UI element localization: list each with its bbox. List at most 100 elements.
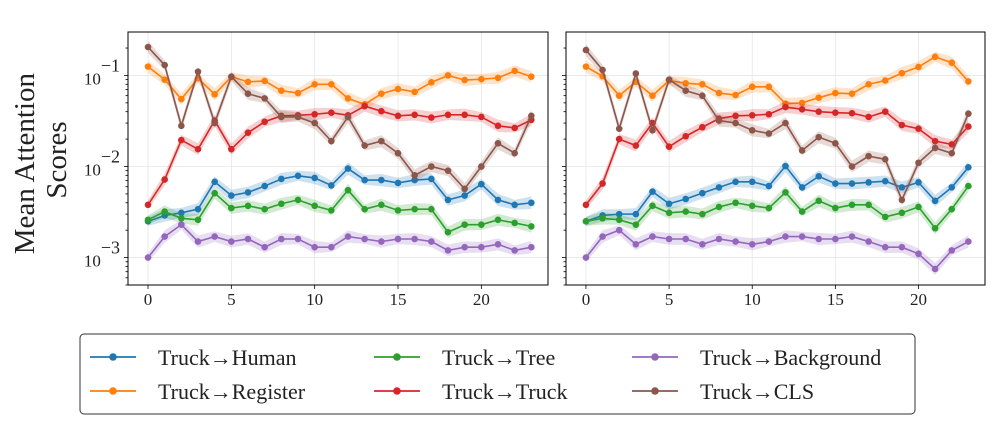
data-point <box>615 125 623 133</box>
data-point <box>294 89 302 97</box>
data-point <box>511 124 518 132</box>
data-point <box>161 176 168 183</box>
data-point <box>311 243 318 251</box>
data-point <box>361 142 368 149</box>
data-point <box>211 178 218 186</box>
data-point <box>211 189 218 197</box>
series-2 <box>582 51 972 110</box>
data-point <box>494 74 502 82</box>
data-point <box>865 113 872 121</box>
data-point <box>715 184 723 191</box>
x-tick-label: 5 <box>227 290 236 309</box>
confidence-band <box>585 100 969 210</box>
data-point <box>178 209 185 217</box>
data-point <box>144 43 152 51</box>
data-point <box>848 163 856 170</box>
data-point <box>848 109 856 117</box>
data-point <box>411 176 418 184</box>
data-point <box>311 110 318 118</box>
legend-label: Truck→Background <box>700 345 881 370</box>
data-point <box>444 111 452 119</box>
legend-item: Truck→Background <box>632 345 881 370</box>
x-tick-label: 15 <box>390 290 407 309</box>
x-tick-label: 10 <box>306 290 323 309</box>
data-point <box>665 143 673 151</box>
legend-item: Truck→Register <box>90 379 306 404</box>
data-point <box>931 144 939 152</box>
data-point <box>632 142 640 149</box>
data-point <box>294 196 302 204</box>
data-point <box>915 125 922 133</box>
data-point <box>865 238 872 245</box>
data-point <box>311 174 318 182</box>
data-point <box>428 175 435 183</box>
data-point <box>898 209 906 217</box>
data-point <box>615 216 623 224</box>
y-tick-exponent: −1 <box>101 55 120 75</box>
data-point <box>665 76 673 83</box>
data-point <box>344 233 352 240</box>
legend-swatch-marker <box>393 387 401 395</box>
confidence-band <box>585 51 969 110</box>
data-point <box>715 235 723 243</box>
data-point <box>361 205 368 213</box>
data-point <box>715 203 723 211</box>
data-point <box>699 210 706 218</box>
data-point <box>915 250 922 258</box>
data-point <box>682 87 690 95</box>
data-point <box>881 213 889 221</box>
series-5 <box>582 225 972 276</box>
legend-label: Truck→Tree <box>442 345 555 370</box>
data-point <box>798 105 806 113</box>
data-point <box>178 122 185 130</box>
data-point <box>528 223 535 230</box>
data-point <box>161 233 168 240</box>
legend-swatch-marker <box>651 387 659 395</box>
data-point <box>815 108 823 115</box>
data-point <box>582 201 590 209</box>
data-point <box>632 240 640 248</box>
data-point <box>948 141 956 148</box>
data-point <box>411 205 418 213</box>
data-point <box>378 201 385 209</box>
data-point <box>211 233 218 240</box>
data-point <box>211 91 218 98</box>
data-point <box>428 163 435 170</box>
data-point <box>394 112 402 120</box>
data-point <box>311 202 318 210</box>
data-point <box>965 238 972 245</box>
data-point <box>394 235 402 243</box>
confidence-band <box>585 225 969 276</box>
data-point <box>582 46 590 54</box>
data-point <box>748 83 756 91</box>
data-point <box>478 163 485 170</box>
data-point <box>244 129 252 137</box>
y-tick-base: 10 <box>84 161 101 180</box>
data-point <box>881 177 889 185</box>
data-point <box>378 176 385 184</box>
legend-swatch-marker <box>109 353 117 361</box>
confidence-band <box>585 159 969 226</box>
data-point <box>632 70 640 77</box>
data-point <box>948 59 956 67</box>
legend-item: Truck→CLS <box>632 379 814 404</box>
data-point <box>394 85 402 93</box>
data-point <box>294 113 302 121</box>
data-point <box>228 73 235 80</box>
data-point <box>948 247 956 254</box>
legend-label: Truck→Register <box>158 379 306 404</box>
series-1 <box>582 159 972 226</box>
data-point <box>699 123 706 131</box>
data-point <box>494 216 502 224</box>
data-point <box>378 107 385 115</box>
data-point <box>931 53 939 61</box>
data-point <box>815 133 823 141</box>
data-point <box>965 110 972 118</box>
data-point <box>444 72 452 79</box>
data-point <box>494 122 502 130</box>
data-point <box>528 73 535 80</box>
data-point <box>244 78 252 86</box>
y-tick-exponent: −3 <box>101 238 120 258</box>
y-tick-base: 10 <box>84 69 101 88</box>
data-point <box>511 201 518 209</box>
